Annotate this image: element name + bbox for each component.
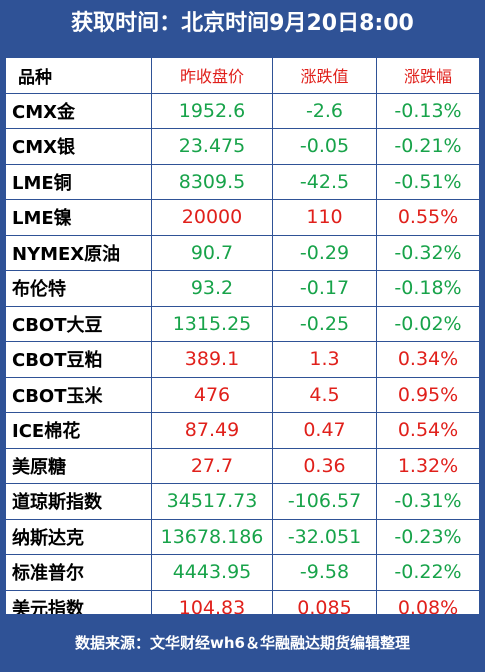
cell-change: 4.5 [272,376,377,413]
cell-change: -0.25 [272,305,377,342]
cell-close: 23.475 [151,128,273,165]
cell-change: -0.17 [272,270,377,307]
cell-name: LME镍 [5,199,152,236]
cell-name: LME铜 [5,163,152,200]
table-row: NYMEX原油 90.7 -0.29 -0.32% [5,234,480,271]
cell-change: 0.36 [272,447,377,484]
table-row: 纳斯达克 13678.186 -32.051 -0.23% [5,518,480,555]
cell-close: 87.49 [151,412,273,449]
column-header-change: 涨跌值 [272,57,377,94]
table-row: ICE棉花 87.49 0.47 0.54% [5,412,480,449]
cell-pct: -0.13% [376,92,480,129]
cell-pct: -0.02% [376,305,480,342]
table-row: LME镍 20000 110 0.55% [5,199,480,236]
cell-close: 1315.25 [151,305,273,342]
table-row: CBOT大豆 1315.25 -0.25 -0.02% [5,305,480,342]
source-note: 数据来源：文华财经wh6＆华融融达期货编辑整理 [0,614,485,672]
cell-change: 1.3 [272,341,377,378]
cell-pct: -0.18% [376,270,480,307]
table-row: CBOT豆粕 389.1 1.3 0.34% [5,341,480,378]
cell-name: ICE棉花 [5,412,152,449]
table-row: 布伦特 93.2 -0.17 -0.18% [5,270,480,307]
cell-name: 美原糖 [5,447,152,484]
cell-change: -0.29 [272,234,377,271]
column-header-pct: 涨跌幅 [376,57,480,94]
cell-close: 90.7 [151,234,273,271]
column-header-close: 昨收盘价 [151,57,273,94]
cell-name: 标准普尔 [5,554,152,591]
cell-change: -2.6 [272,92,377,129]
cell-name: CBOT玉米 [5,376,152,413]
cell-change: -0.05 [272,128,377,165]
cell-name: CMX金 [5,92,152,129]
cell-name: 布伦特 [5,270,152,307]
cell-change: 0.47 [272,412,377,449]
cell-close: 34517.73 [151,483,273,520]
cell-pct: -0.22% [376,554,480,591]
cell-pct: -0.23% [376,518,480,555]
cell-name: 道琼斯指数 [5,483,152,520]
page-title: 获取时间：北京时间9月20日8:00 [0,0,485,48]
cell-change: -9.58 [272,554,377,591]
cell-change: -106.57 [272,483,377,520]
cell-close: 20000 [151,199,273,236]
table-row: 标准普尔 4443.95 -9.58 -0.22% [5,554,480,591]
cell-pct: 0.54% [376,412,480,449]
cell-close: 389.1 [151,341,273,378]
table-row: LME铜 8309.5 -42.5 -0.51% [5,163,480,200]
cell-close: 4443.95 [151,554,273,591]
cell-pct: 0.34% [376,341,480,378]
table-row: CMX银 23.475 -0.05 -0.21% [5,128,480,165]
column-header-name: 品种 [5,57,152,94]
table-row: 道琼斯指数 34517.73 -106.57 -0.31% [5,483,480,520]
cell-pct: -0.51% [376,163,480,200]
cell-name: CBOT大豆 [5,305,152,342]
table-row: CBOT玉米 476 4.5 0.95% [5,376,480,413]
cell-close: 27.7 [151,447,273,484]
cell-name: 纳斯达克 [5,518,152,555]
table-header-row: 品种 昨收盘价 涨跌值 涨跌幅 [5,57,480,94]
cell-pct: -0.31% [376,483,480,520]
cell-close: 93.2 [151,270,273,307]
cell-pct: -0.32% [376,234,480,271]
cell-name: CMX银 [5,128,152,165]
cell-name: NYMEX原油 [5,234,152,271]
cell-change: -42.5 [272,163,377,200]
cell-close: 1952.6 [151,92,273,129]
table-row: 美原糖 27.7 0.36 1.32% [5,447,480,484]
cell-change: -32.051 [272,518,377,555]
quote-table: 品种 昨收盘价 涨跌值 涨跌幅 CMX金 1952.6 -2.6 -0.13% CMX银… [5,57,480,626]
cell-change: 110 [272,199,377,236]
cell-pct: 1.32% [376,447,480,484]
cell-close: 476 [151,376,273,413]
table-row: CMX金 1952.6 -2.6 -0.13% [5,92,480,129]
cell-pct: -0.21% [376,128,480,165]
cell-name: CBOT豆粕 [5,341,152,378]
cell-close: 13678.186 [151,518,273,555]
cell-close: 8309.5 [151,163,273,200]
cell-pct: 0.95% [376,376,480,413]
cell-pct: 0.55% [376,199,480,236]
